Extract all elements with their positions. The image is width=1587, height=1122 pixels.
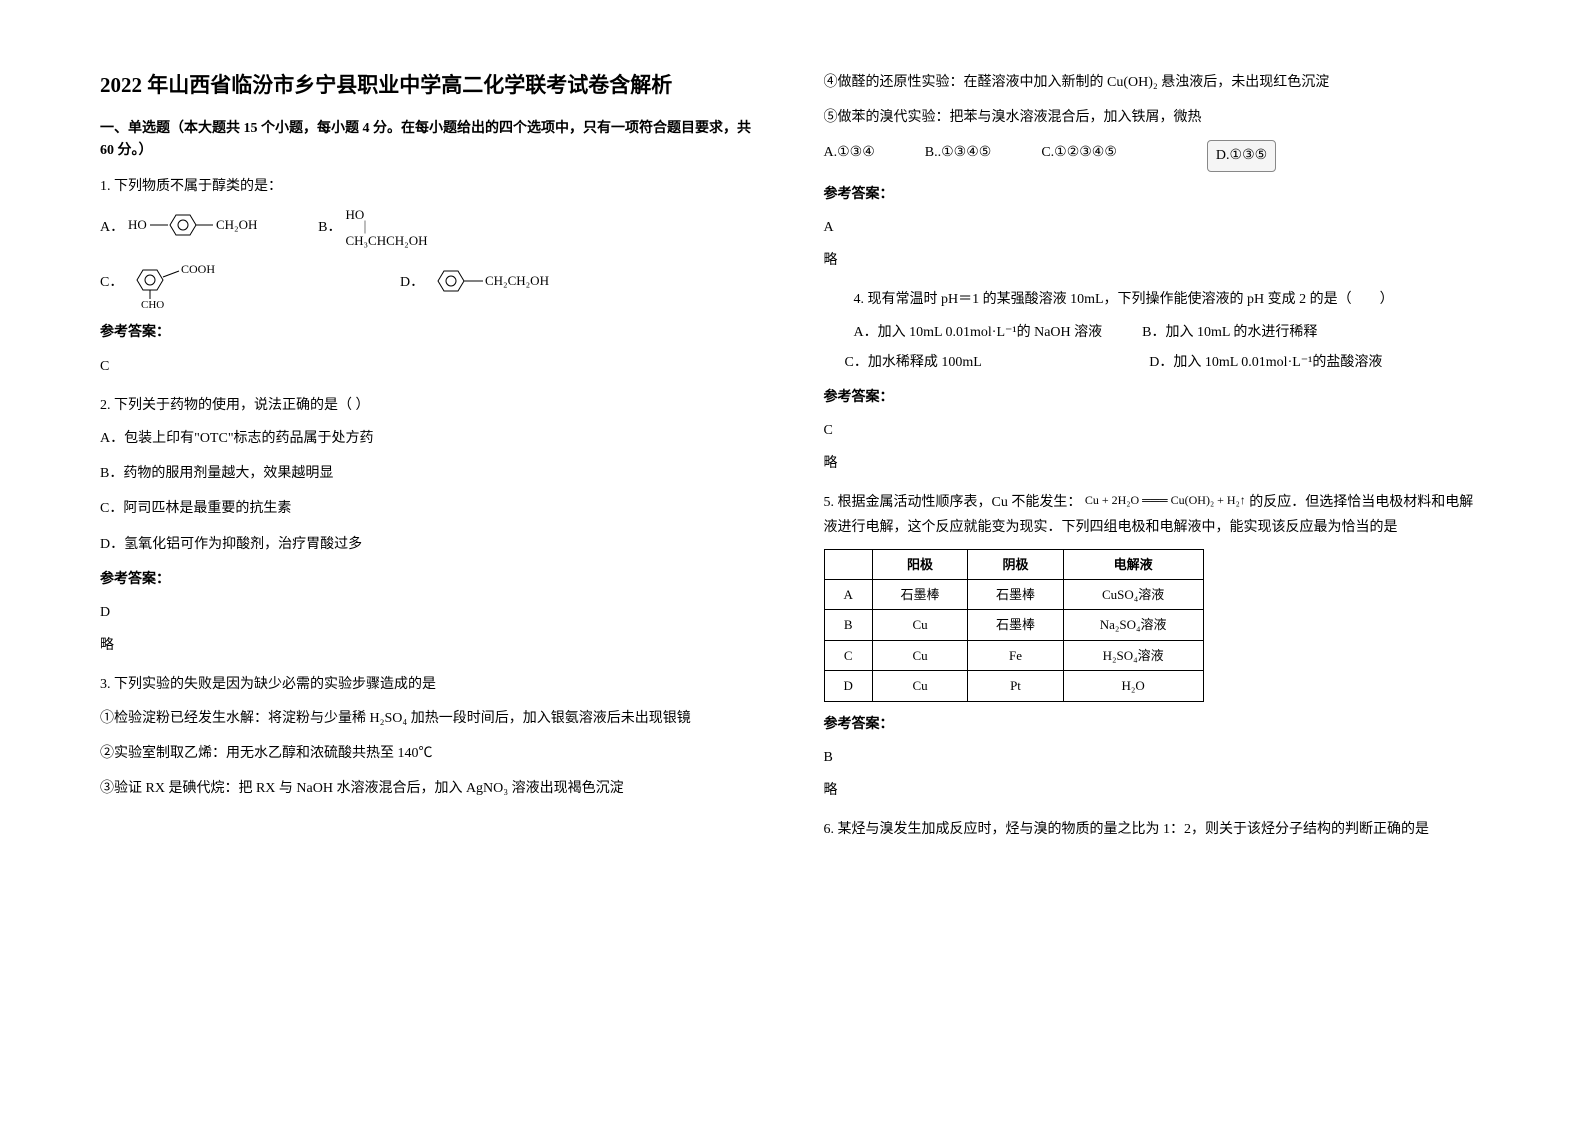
- svg-text:CH₂OH: CH₂OH: [216, 217, 257, 232]
- q3-opt-a: A.①③④: [824, 140, 875, 171]
- cell: Cu: [872, 610, 967, 640]
- table-header-row: 阳极 阴极 电解液: [824, 549, 1203, 579]
- q3-s4: ④做醛的还原性实验：在醛溶液中加入新制的 Cu(OH)₂ 悬浊液后，未出现红色沉…: [824, 70, 1488, 95]
- q3-s5: ⑤做苯的溴代实验：把苯与溴水溶液混合后，加入铁屑，微热: [824, 105, 1488, 130]
- benzene-ch2ch2oh-icon: CH₂CH₂OH: [428, 263, 588, 303]
- q5-note: 略: [824, 778, 1488, 803]
- q2-note: 略: [100, 633, 764, 658]
- q2-opt-b: B．药物的服用剂量越大，效果越明显: [100, 461, 764, 486]
- section-1-heading: 一、单选题（本大题共 15 个小题，每小题 4 分。在每小题给出的四个选项中，只…: [100, 118, 764, 163]
- cell: Pt: [968, 671, 1063, 701]
- q1-answer-label: 参考答案：: [100, 320, 764, 345]
- question-6: 6. 某烃与溴发生加成反应时，烃与溴的物质的量之比为 1：2，则关于该烃分子结构…: [824, 817, 1488, 842]
- q1-answer: C: [100, 354, 764, 379]
- th-anode: 阳极: [872, 549, 967, 579]
- q5-equation: Cu + 2H₂O ═══ Cu(OH)₂ + H₂↑: [1085, 493, 1246, 507]
- th-cathode: 阴极: [968, 549, 1063, 579]
- cell: B: [824, 610, 872, 640]
- q6-text: 6. 某烃与溴发生加成反应时，烃与溴的物质的量之比为 1：2，则关于该烃分子结构…: [824, 817, 1488, 842]
- left-column: 2022 年山西省临汾市乡宁县职业中学高二化学联考试卷含解析 一、单选题（本大题…: [100, 70, 764, 1082]
- q3-s1: ①检验淀粉已经发生水解：将淀粉与少量稀 H₂SO₄ 加热一段时间后，加入银氨溶液…: [100, 706, 764, 731]
- q4-opt-b: B．加入 10mL 的水进行稀释: [1142, 320, 1317, 345]
- table-row: A 石墨棒 石墨棒 CuSO₄溶液: [824, 580, 1203, 610]
- cell: 石墨棒: [872, 580, 967, 610]
- q3-answer-label: 参考答案：: [824, 182, 1488, 207]
- q2-opt-c: C．阿司匹林是最重要的抗生素: [100, 496, 764, 521]
- table-row: B Cu 石墨棒 Na₂SO₄溶液: [824, 610, 1203, 640]
- q5-table: 阳极 阴极 电解液 A 石墨棒 石墨棒 CuSO₄溶液 B Cu 石墨棒 Na₂…: [824, 549, 1204, 702]
- q3-answer: A: [824, 215, 1488, 240]
- q1-b-label: B．: [318, 215, 341, 240]
- question-3: 3. 下列实验的失败是因为缺少必需的实验步骤造成的是 ①检验淀粉已经发生水解：将…: [100, 672, 764, 801]
- q1-option-c: C． COOH CHO: [100, 255, 360, 310]
- q5-text-1: 5. 根据金属活动性顺序表，Cu 不能发生：: [824, 495, 1082, 510]
- q4-note: 略: [824, 451, 1488, 476]
- q3-s2: ②实验室制取乙烯：用无水乙醇和浓硫酸共热至 140℃: [100, 741, 764, 766]
- q4-opt-a: A．加入 10mL 0.01mol·L⁻¹的 NaOH 溶液: [854, 320, 1103, 345]
- q4-row-ab: A．加入 10mL 0.01mol·L⁻¹的 NaOH 溶液 B．加入 10mL…: [854, 320, 1488, 345]
- cell: Na₂SO₄溶液: [1063, 610, 1203, 640]
- right-column: ④做醛的还原性实验：在醛溶液中加入新制的 Cu(OH)₂ 悬浊液后，未出现红色沉…: [824, 70, 1488, 1082]
- question-3-cont: ④做醛的还原性实验：在醛溶液中加入新制的 Cu(OH)₂ 悬浊液后，未出现红色沉…: [824, 70, 1488, 273]
- q2-opt-d: D．氢氧化铝可作为抑酸剂，治疗胃酸过多: [100, 532, 764, 557]
- q1-option-d: D． CH₂CH₂OH: [400, 263, 588, 303]
- page-title: 2022 年山西省临汾市乡宁县职业中学高二化学联考试卷含解析: [100, 70, 764, 102]
- question-1: 1. 下列物质不属于醇类的是： A． HO CH₂OH B． HO ｜: [100, 174, 764, 379]
- cell: C: [824, 640, 872, 670]
- q4-answer-label: 参考答案：: [824, 385, 1488, 410]
- q5-text: 5. 根据金属活动性顺序表，Cu 不能发生： Cu + 2H₂O ═══ Cu(…: [824, 490, 1488, 540]
- svg-text:HO: HO: [128, 217, 147, 232]
- q1-row-ab: A． HO CH₂OH B． HO ｜ CH₃CHCH₂OH: [100, 207, 764, 247]
- question-2: 2. 下列关于药物的使用，说法正确的是（ ） A．包装上印有"OTC"标志的药品…: [100, 393, 764, 659]
- q1-b-chem: HO ｜ CH₃CHCH₂OH: [345, 208, 427, 247]
- q4-row-cd: C．加水稀释成 100mL D．加入 10mL 0.01mol·L⁻¹的盐酸溶液: [824, 350, 1488, 375]
- benzene-icon: HO CH₂OH: [128, 207, 278, 247]
- cell: 石墨棒: [968, 580, 1063, 610]
- q2-opt-a: A．包装上印有"OTC"标志的药品属于处方药: [100, 426, 764, 451]
- q4-opt-d: D．加入 10mL 0.01mol·L⁻¹的盐酸溶液: [1149, 355, 1382, 370]
- table-row: C Cu Fe H₂SO₄溶液: [824, 640, 1203, 670]
- svg-text:CHO: CHO: [141, 299, 164, 310]
- q3-note: 略: [824, 248, 1488, 273]
- cell: D: [824, 671, 872, 701]
- q1-c-label: C．: [100, 270, 123, 295]
- question-5: 5. 根据金属活动性顺序表，Cu 不能发生： Cu + 2H₂O ═══ Cu(…: [824, 490, 1488, 803]
- q4-text: 4. 现有常温时 pH＝1 的某强酸溶液 10mL，下列操作能使溶液的 pH 变…: [854, 287, 1488, 312]
- q3-opt-d-button[interactable]: D.①③⑤: [1207, 140, 1276, 171]
- q1-row-cd: C． COOH CHO D． CH₂CH₂OH: [100, 255, 764, 310]
- cell: H₂O: [1063, 671, 1203, 701]
- cell: A: [824, 580, 872, 610]
- q5-answer: B: [824, 745, 1488, 770]
- cell: Cu: [872, 640, 967, 670]
- th-electrolyte: 电解液: [1063, 549, 1203, 579]
- q1-text: 1. 下列物质不属于醇类的是：: [100, 174, 764, 199]
- q4-opt-c: C．加水稀释成 100mL: [845, 355, 982, 370]
- q3-opt-b: B..①③④⑤: [925, 140, 992, 171]
- q2-text: 2. 下列关于药物的使用，说法正确的是（ ）: [100, 393, 764, 418]
- q1-option-a: A． HO CH₂OH: [100, 207, 278, 247]
- q1-b-bottom: CH₃CHCH₂OH: [345, 233, 427, 248]
- q2-answer: D: [100, 600, 764, 625]
- q4-answer: C: [824, 418, 1488, 443]
- cell: Cu: [872, 671, 967, 701]
- cell: CuSO₄溶液: [1063, 580, 1203, 610]
- q3-choices: A.①③④ B..①③④⑤ C.①②③④⑤ D.①③⑤: [824, 140, 1488, 171]
- question-4: 4. 现有常温时 pH＝1 的某强酸溶液 10mL，下列操作能使溶液的 pH 变…: [824, 287, 1488, 476]
- q1-d-label: D．: [400, 270, 424, 295]
- q5-answer-label: 参考答案：: [824, 712, 1488, 737]
- svg-text:CH₂CH₂OH: CH₂CH₂OH: [485, 273, 549, 288]
- svg-text:COOH: COOH: [181, 262, 215, 276]
- benzene-cooh-icon: COOH CHO: [127, 255, 237, 310]
- q3-text: 3. 下列实验的失败是因为缺少必需的实验步骤造成的是: [100, 672, 764, 697]
- q3-s3: ③验证 RX 是碘代烷：把 RX 与 NaOH 水溶液混合后，加入 AgNO₃ …: [100, 776, 764, 801]
- q2-answer-label: 参考答案：: [100, 567, 764, 592]
- q1-a-label: A．: [100, 215, 124, 240]
- th-blank: [824, 549, 872, 579]
- cell: Fe: [968, 640, 1063, 670]
- cell: H₂SO₄溶液: [1063, 640, 1203, 670]
- q3-opt-c: C.①②③④⑤: [1041, 140, 1117, 171]
- cell: 石墨棒: [968, 610, 1063, 640]
- q1-option-b: B． HO ｜ CH₃CHCH₂OH: [318, 208, 427, 247]
- table-row: D Cu Pt H₂O: [824, 671, 1203, 701]
